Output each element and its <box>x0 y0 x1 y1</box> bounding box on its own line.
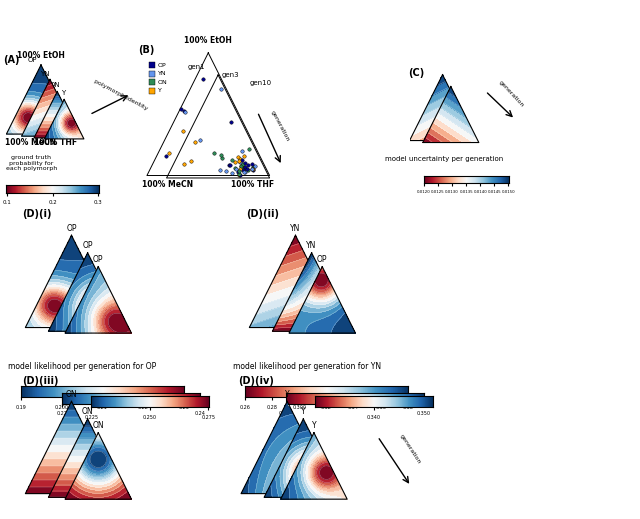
Text: Y: Y <box>61 90 65 96</box>
Text: YN: YN <box>291 224 301 233</box>
Text: ON: ON <box>92 421 104 430</box>
Text: YN: YN <box>40 71 50 77</box>
Text: 100% MeCN: 100% MeCN <box>142 181 193 189</box>
Text: 100% THF: 100% THF <box>34 138 77 146</box>
Text: OP: OP <box>317 255 328 264</box>
Text: (D)(iv): (D)(iv) <box>238 376 274 386</box>
Text: 100% MeCN: 100% MeCN <box>5 138 56 146</box>
Text: 100% EtOH: 100% EtOH <box>184 36 232 46</box>
Text: ON: ON <box>49 81 60 88</box>
Text: OP: OP <box>28 58 36 63</box>
Text: model uncertainty per generation: model uncertainty per generation <box>385 156 503 162</box>
Text: OP: OP <box>158 63 166 67</box>
Text: Y: Y <box>158 88 162 93</box>
Text: OP: OP <box>93 255 104 264</box>
Text: generation: generation <box>269 110 290 142</box>
Text: YN: YN <box>307 241 317 250</box>
Text: (D)(i): (D)(i) <box>22 210 52 220</box>
Text: 100% THF: 100% THF <box>232 181 275 189</box>
Text: model likelihood per generation for YN: model likelihood per generation for YN <box>232 362 381 371</box>
Text: (C): (C) <box>408 68 424 78</box>
Polygon shape <box>147 53 269 175</box>
Text: 100% EtOH: 100% EtOH <box>17 51 65 60</box>
Text: generation: generation <box>399 433 421 465</box>
Text: (D)(ii): (D)(ii) <box>246 210 280 220</box>
Text: (D)(iii): (D)(iii) <box>22 376 59 386</box>
Text: ON: ON <box>82 407 93 416</box>
Text: Y: Y <box>312 421 316 430</box>
Text: OP: OP <box>67 224 77 233</box>
Text: (B): (B) <box>138 46 155 56</box>
Text: ON: ON <box>66 390 77 399</box>
Text: Y: Y <box>285 390 289 399</box>
Text: (A): (A) <box>3 54 19 64</box>
Text: ground truth
probability for
each polymorph: ground truth probability for each polymo… <box>6 155 57 171</box>
Text: YN: YN <box>158 71 166 76</box>
Text: OP: OP <box>83 241 93 250</box>
Text: ON: ON <box>158 80 168 85</box>
Text: model likelihood per generation for OP: model likelihood per generation for OP <box>8 362 157 371</box>
Polygon shape <box>166 75 269 178</box>
Text: gen3: gen3 <box>221 72 239 78</box>
Text: generation: generation <box>497 80 525 108</box>
Text: gen10: gen10 <box>250 80 272 86</box>
Text: polymorph identity: polymorph identity <box>93 78 148 111</box>
Text: gen1: gen1 <box>187 64 205 70</box>
Text: Y: Y <box>301 407 306 416</box>
